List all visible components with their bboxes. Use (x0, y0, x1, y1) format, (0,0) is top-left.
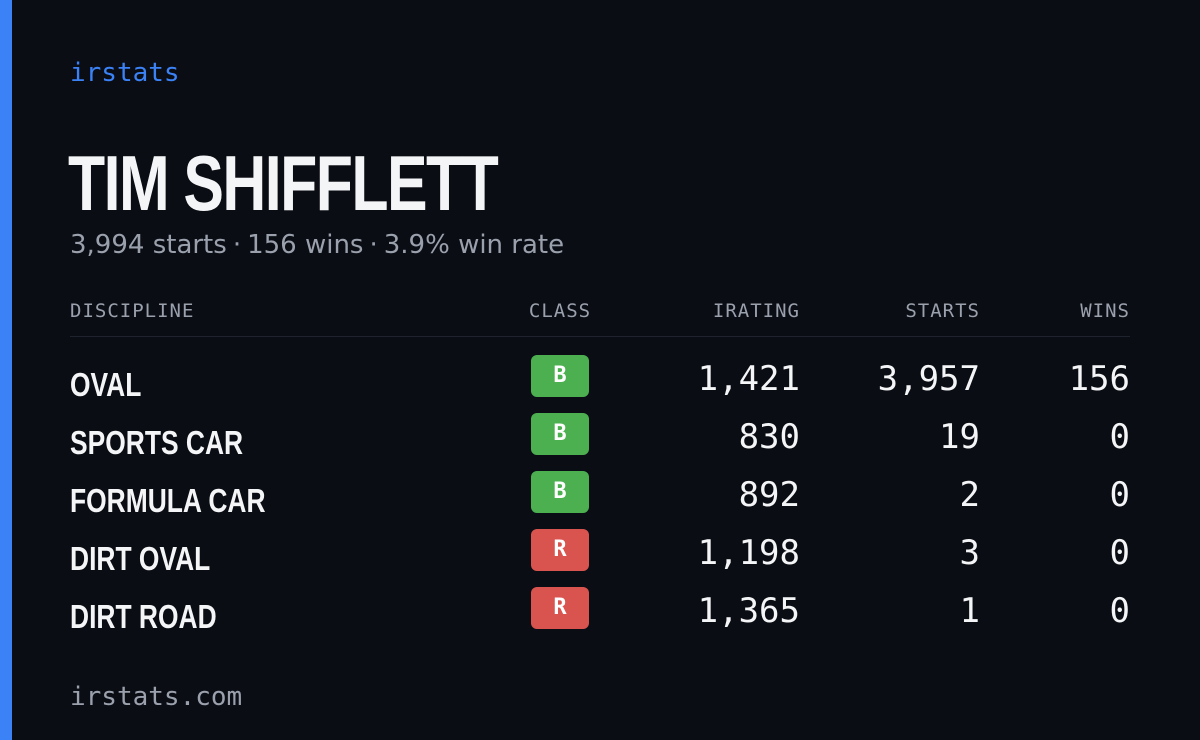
starts-cell: 19 (939, 417, 980, 457)
header-class: CLASS (500, 296, 620, 337)
wins-cell: 0 (1109, 475, 1130, 515)
discipline-cell: SPORTS CAR (70, 408, 500, 466)
class-badge: B (531, 355, 589, 397)
accent-bar (0, 0, 12, 740)
starts-cell: 3,957 (877, 359, 980, 399)
summary-starts: 3,994 starts (70, 230, 227, 260)
table-header-row: DISCIPLINE CLASS IRATING STARTS WINS (70, 296, 1130, 337)
class-cell: R (500, 524, 620, 582)
summary-separator: · (232, 230, 242, 260)
discipline-label: DIRT ROAD (70, 598, 217, 635)
class-cell: R (500, 582, 620, 640)
irating-cell: 1,198 (697, 533, 800, 573)
starts-cell: 3 (959, 533, 980, 573)
table-row: OVAL B 1,421 3,957 156 (70, 350, 1130, 408)
brand-logo: irstats (70, 58, 180, 88)
header-discipline: DISCIPLINE (70, 296, 500, 337)
irating-cell: 892 (738, 475, 800, 515)
summary-win-rate: 3.9% win rate (383, 230, 565, 260)
class-badge: R (531, 529, 589, 571)
discipline-cell: DIRT ROAD (70, 582, 500, 640)
table-row: DIRT ROAD R 1,365 1 0 (70, 582, 1130, 640)
header-starts: STARTS (800, 296, 980, 337)
irating-cell: 830 (738, 417, 800, 457)
starts-cell: 2 (959, 475, 980, 515)
discipline-label: DIRT OVAL (70, 540, 211, 577)
table-row: DIRT OVAL R 1,198 3 0 (70, 524, 1130, 582)
table-row: SPORTS CAR B 830 19 0 (70, 408, 1130, 466)
stats-table: DISCIPLINE CLASS IRATING STARTS WINS OVA… (70, 296, 1130, 640)
irating-cell: 1,365 (697, 591, 800, 631)
irating-cell: 1,421 (697, 359, 800, 399)
class-cell: B (500, 408, 620, 466)
summary-separator: · (369, 230, 378, 260)
discipline-cell: OVAL (70, 350, 500, 408)
summary-wins: 156 wins (247, 230, 364, 260)
class-cell: B (500, 350, 620, 408)
wins-cell: 156 (1068, 359, 1130, 399)
wins-cell: 0 (1109, 591, 1130, 631)
discipline-label: OVAL (70, 366, 142, 403)
driver-summary: 3,994 starts · 156 wins · 3.9% win rate (70, 228, 564, 262)
wins-cell: 0 (1109, 533, 1130, 573)
discipline-label: FORMULA CAR (70, 482, 266, 519)
table-row: FORMULA CAR B 892 2 0 (70, 466, 1130, 524)
class-badge: B (531, 413, 589, 455)
header-wins: WINS (980, 296, 1130, 337)
driver-name: TIM SHIFFLETT (68, 139, 499, 227)
wins-cell: 0 (1109, 417, 1130, 457)
starts-cell: 1 (959, 591, 980, 631)
header-irating: IRATING (620, 296, 800, 337)
class-badge: R (531, 587, 589, 629)
class-badge: B (531, 471, 589, 513)
discipline-cell: DIRT OVAL (70, 524, 500, 582)
class-cell: B (500, 466, 620, 524)
discipline-label: SPORTS CAR (70, 424, 244, 461)
footer-url: irstats.com (70, 682, 243, 712)
discipline-cell: FORMULA CAR (70, 466, 500, 524)
